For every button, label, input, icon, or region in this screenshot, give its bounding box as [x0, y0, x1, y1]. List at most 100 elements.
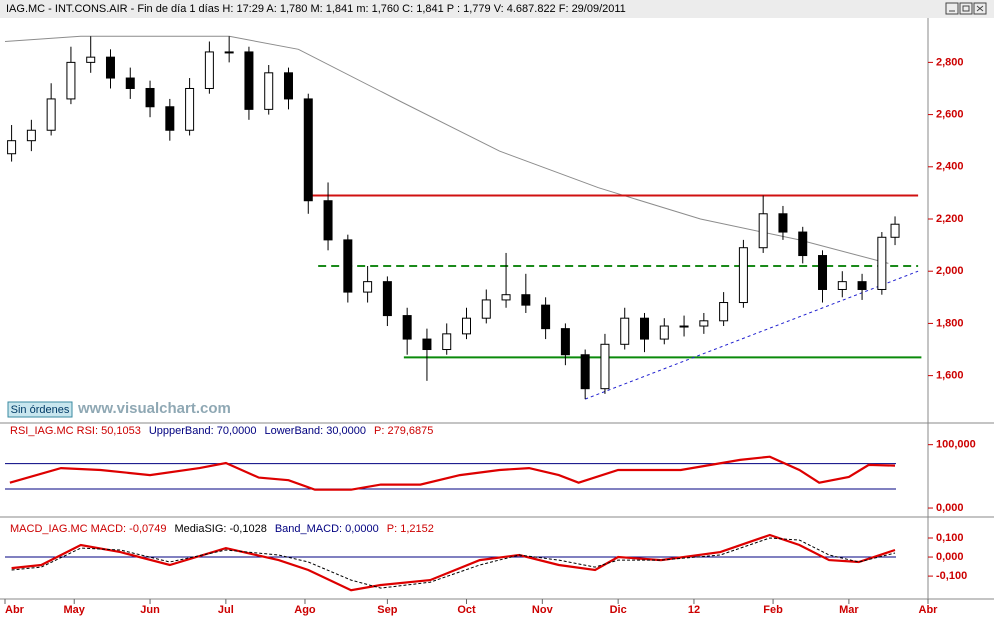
- y-tick-label: -0,100: [936, 570, 967, 582]
- candle-body: [204, 51, 214, 89]
- panel-legend: MACD_IAG.MC MACD: -0,0749 MediaSIG: -0,10…: [10, 523, 434, 535]
- candle-body: [738, 247, 748, 304]
- y-tick-label: 0,000: [936, 502, 964, 514]
- moving-average: [4, 35, 889, 264]
- y-axis: -0,100 0,000 0,100: [928, 532, 967, 582]
- candle-body: [323, 200, 333, 241]
- y-tick-label: 0,100: [936, 532, 964, 544]
- y-tick-label: 2,800: [936, 56, 964, 68]
- candle-body: [303, 98, 313, 202]
- candle-body: [244, 51, 254, 110]
- x-tick-label: Nov: [532, 604, 554, 616]
- x-tick-label: Feb: [763, 604, 783, 616]
- candle-body: [7, 140, 17, 155]
- panel: 1,600 1,800 2,000 2,200 2,400 2,600 2,800: [4, 35, 964, 400]
- candle-body: [818, 255, 828, 290]
- candle-body: [501, 294, 511, 301]
- y-tick-label: 2,400: [936, 161, 964, 173]
- orders-button[interactable]: [7, 401, 73, 418]
- candle-body: [105, 56, 115, 79]
- candle-body: [699, 320, 709, 327]
- candle-body: [343, 239, 353, 293]
- candle-body: [798, 231, 808, 257]
- x-tick-label: Abr: [5, 604, 25, 616]
- legend-item: MACD_IAG.MC MACD: -0,0749: [10, 523, 166, 535]
- candle-body: [165, 106, 175, 131]
- candle-body: [837, 281, 847, 290]
- candle-body: [719, 302, 729, 322]
- y-axis: 0,000 100,000: [928, 439, 976, 514]
- candle-body: [86, 56, 96, 63]
- legend-item: RSI_IAG.MC RSI: 50,1053: [10, 425, 141, 437]
- x-tick-label: Sep: [377, 604, 397, 616]
- orders-button-label: Sin órdenes: [11, 404, 70, 416]
- x-tick-label: Jun: [140, 604, 160, 616]
- y-tick-label: 2,200: [936, 213, 964, 225]
- candle-body: [679, 325, 689, 328]
- series-line: [11, 533, 896, 592]
- candle-body: [481, 299, 491, 319]
- x-tick-label: Dic: [610, 604, 627, 616]
- x-tick-label: Ago: [294, 604, 316, 616]
- window-title: IAG.MC - INT.CONS.AIR - Fin de día 1 día…: [6, 3, 626, 15]
- candle-body: [462, 317, 471, 335]
- legend-item: MediaSIG: -0,1028: [174, 523, 266, 535]
- panel: -0,100 0,000 0,100 MACD_IAG.MC MACD: -0,074…: [4, 523, 967, 616]
- window-buttons: [945, 2, 987, 15]
- y-axis: 1,600 1,800 2,000 2,200 2,400 2,600 2,800: [928, 56, 964, 382]
- candle-body: [363, 281, 373, 293]
- y-tick-label: 2,600: [936, 108, 964, 120]
- series-line: [11, 537, 896, 589]
- legend-item: P: 279,6875: [374, 425, 433, 437]
- candle-body: [640, 317, 650, 340]
- candle-body: [125, 77, 135, 89]
- x-tick-label: Oct: [457, 604, 476, 616]
- candle-body: [778, 213, 788, 233]
- series-line: [9, 455, 896, 491]
- candle-body: [224, 51, 234, 54]
- candle-body: [422, 338, 432, 351]
- x-tick-label: May: [64, 604, 86, 616]
- x-tick-label: Mar: [839, 604, 859, 616]
- candle-body: [185, 87, 195, 131]
- candle-body: [402, 315, 412, 340]
- candle-body: [541, 304, 551, 330]
- legend-item: LowerBand: 30,0000: [265, 425, 367, 437]
- maximize-icon: [962, 5, 970, 12]
- close-icon: [976, 5, 984, 12]
- candle-body: [66, 61, 76, 100]
- candle-body: [857, 281, 867, 290]
- legend-item: P: 1,2152: [387, 523, 434, 535]
- trend-line: [585, 270, 919, 400]
- candle-body: [283, 72, 293, 100]
- watermark: www.visualchart.com: [77, 400, 231, 417]
- candle-body: [890, 223, 900, 238]
- maximize-button[interactable]: [959, 2, 973, 15]
- title-bar: [0, 0, 994, 18]
- x-tick-label: Jul: [218, 604, 234, 616]
- candle-body: [382, 281, 392, 317]
- panel-legend: RSI_IAG.MC RSI: 50,1053 UppperBand: 70,00…: [10, 425, 433, 437]
- y-tick-label: 1,600: [936, 370, 964, 382]
- candle-body: [600, 343, 610, 390]
- minimize-button[interactable]: [945, 2, 959, 15]
- panel: 0,000 100,000 RSI_IAG.MC RSI: 50,1053 Upppe…: [5, 425, 976, 514]
- x-tick-label: 12: [688, 604, 700, 616]
- candle-body: [442, 333, 452, 351]
- candle-body: [620, 317, 630, 345]
- candle-body: [264, 72, 274, 110]
- candle-body: [145, 87, 155, 108]
- candle-body: [580, 354, 590, 390]
- y-tick-label: 2,000: [936, 265, 964, 277]
- candle-body: [46, 98, 56, 131]
- y-tick-label: 0,000: [936, 551, 964, 563]
- candle-body: [659, 325, 669, 340]
- legend-item: Band_MACD: 0,0000: [275, 523, 379, 535]
- x-tick-label: Abr: [919, 604, 939, 616]
- candle-body: [560, 328, 570, 356]
- candle-body: [521, 294, 531, 306]
- y-tick-label: 1,800: [936, 317, 964, 329]
- legend-item: UppperBand: 70,0000: [149, 425, 257, 437]
- candle-body: [758, 213, 768, 249]
